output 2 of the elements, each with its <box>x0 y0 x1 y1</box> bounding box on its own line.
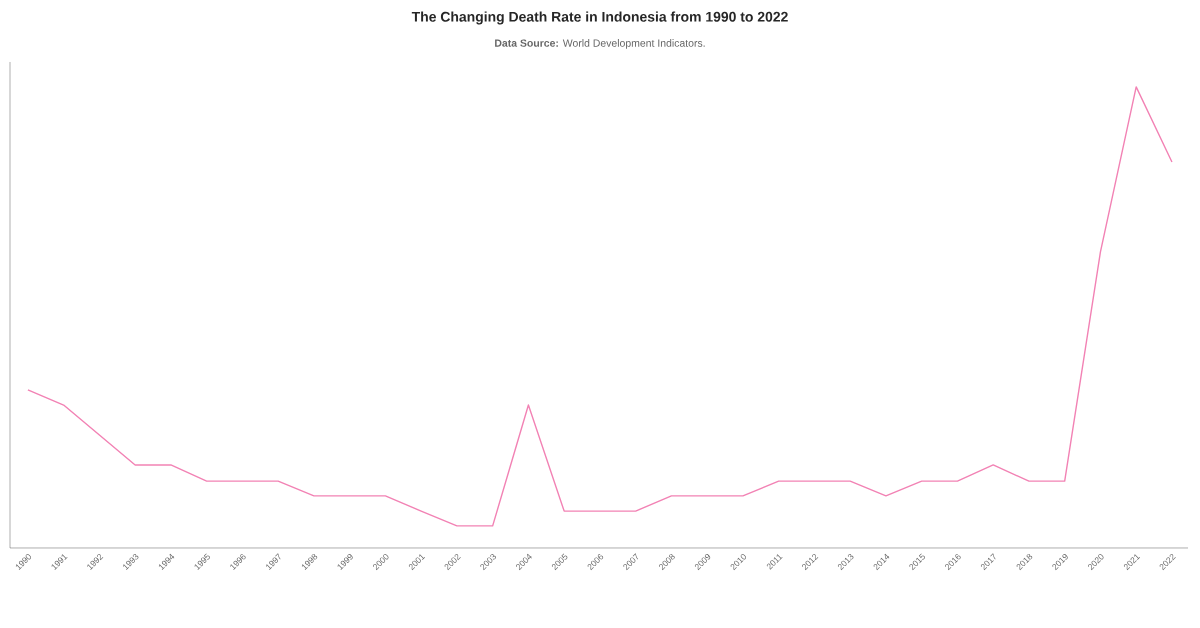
chart-title: The Changing Death Rate in Indonesia from 1990 to 2022 <box>411 11 788 25</box>
chart-subtitle: Data Source: World Development Indicators. <box>495 39 705 49</box>
